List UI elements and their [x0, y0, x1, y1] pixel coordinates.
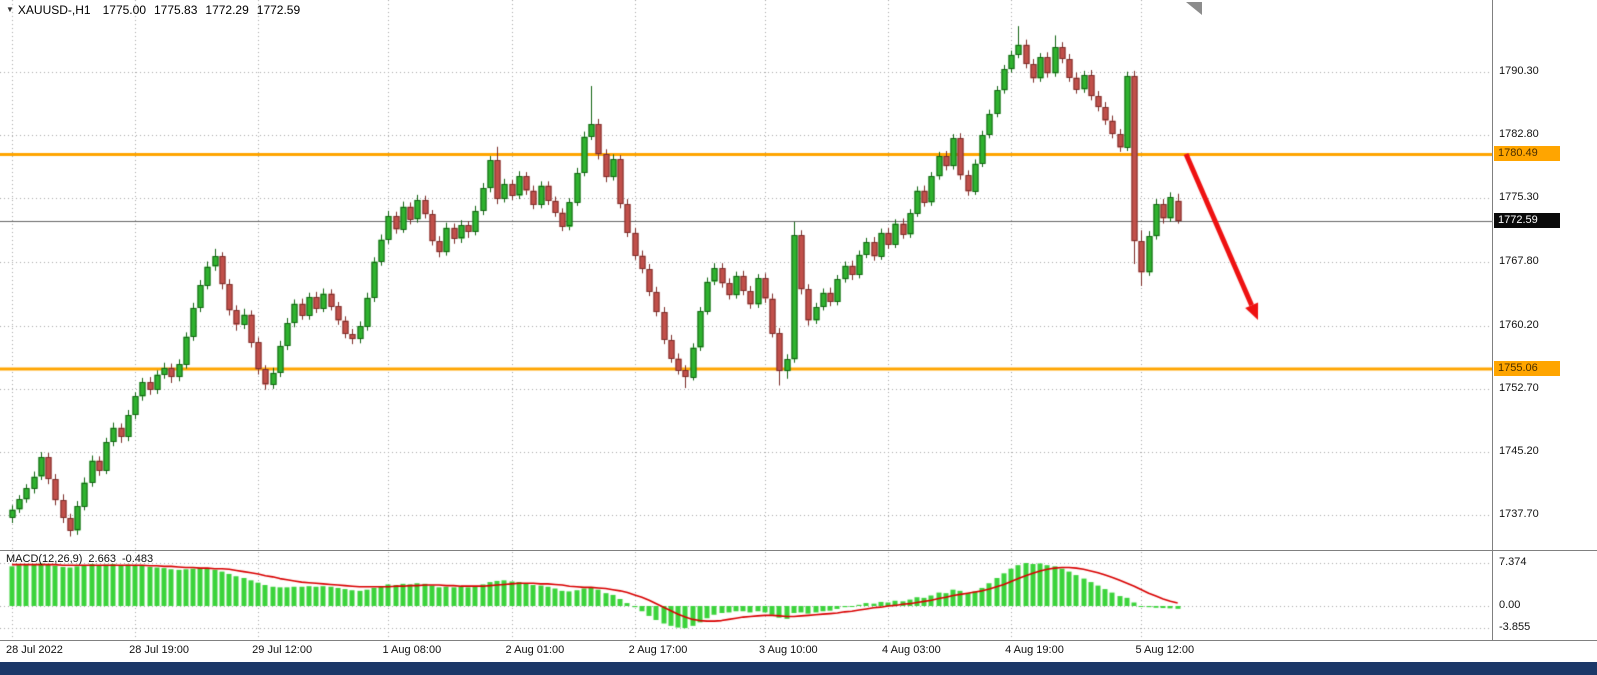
time-scale[interactable]: 28 Jul 2022 28 Jul 19:00 29 Jul 12:00 1 Aug… — [0, 640, 1597, 662]
axis-divider — [0, 640, 1597, 641]
indicator-name: MACD(12,26,9) — [6, 553, 83, 565]
price-chart-canvas[interactable] — [0, 0, 1492, 640]
time-tick-label: 5 Aug 12:00 — [1135, 644, 1195, 656]
macd-tick-label: -3.855 — [1499, 621, 1531, 634]
level-price-tag[interactable]: 1780.49 — [1494, 146, 1560, 162]
indicator-main-value: 2.663 — [88, 553, 116, 565]
chart-shift-marker-icon[interactable] — [1186, 2, 1202, 15]
price-tick-label: 1782.80 — [1499, 127, 1539, 140]
time-tick-label: 4 Aug 03:00 — [882, 644, 941, 656]
price-tick-label: 1737.70 — [1499, 508, 1539, 521]
panel-divider[interactable] — [0, 550, 1597, 551]
symbol-marker-icon[interactable]: ▼ — [6, 5, 14, 14]
macd-tick-label: 7.374 — [1499, 555, 1527, 568]
quote-open: 1775.00 — [102, 3, 146, 17]
quote-close: 1772.59 — [256, 3, 301, 17]
price-tick-label: 1760.20 — [1499, 318, 1539, 331]
time-tick-label: 28 Jul 19:00 — [129, 644, 190, 656]
time-tick-label: 29 Jul 12:00 — [252, 644, 313, 656]
time-tick-label: 28 Jul 2022 — [6, 644, 63, 656]
time-tick-label: 1 Aug 08:00 — [382, 644, 442, 656]
price-tick-label: 1745.20 — [1499, 445, 1539, 458]
price-tick-label: 1767.80 — [1499, 254, 1539, 267]
price-tick-label: 1775.30 — [1499, 191, 1539, 204]
chart-header: ▼ XAUUSD-,H1 1775.00 1775.83 1772.29 1772.59 — [6, 3, 308, 17]
macd-tick-label: 0.00 — [1499, 599, 1521, 611]
level-price-tag[interactable]: 1755.06 — [1494, 360, 1560, 376]
time-tick-label: 4 Aug 19:00 — [1005, 644, 1064, 656]
scale-divider — [1492, 0, 1493, 640]
price-tick-label: 1790.30 — [1499, 64, 1539, 77]
symbol-timeframe-label: XAUUSD-,H1 — [17, 3, 91, 17]
time-tick-label: 2 Aug 01:00 — [505, 644, 565, 656]
indicator-label: MACD(12,26,9) 2.663 -0.483 — [6, 553, 159, 565]
time-tick-label: 3 Aug 10:00 — [758, 644, 818, 656]
bottom-bar — [0, 662, 1597, 675]
indicator-signal-value: -0.483 — [121, 553, 154, 565]
price-scale[interactable]: 1790.30 1782.80 1775.30 1767.80 1760.20 1752.… — [1493, 0, 1597, 640]
current-price-tag: 1772.59 — [1494, 213, 1560, 229]
price-tick-label: 1752.70 — [1499, 381, 1539, 394]
time-tick-label: 2 Aug 17:00 — [628, 644, 688, 656]
quote-high: 1775.83 — [154, 3, 198, 17]
quote-low: 1772.29 — [205, 3, 249, 17]
